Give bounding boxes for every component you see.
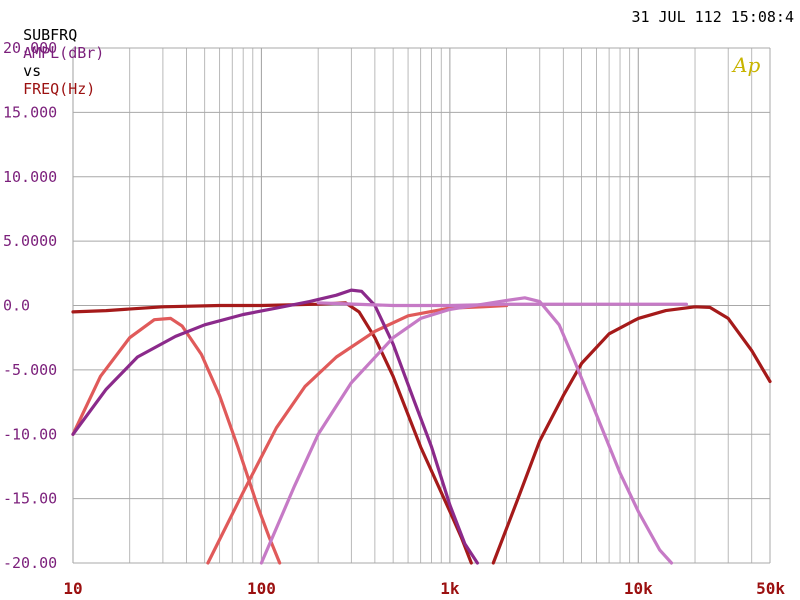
x-tick-label: 10	[63, 579, 82, 598]
y-tick-label: -15.00	[3, 490, 57, 508]
x-tick-labels: 10 100 1k 10k 50k	[63, 579, 785, 598]
series-layer	[71, 288, 772, 565]
series-line-7	[316, 301, 689, 308]
header-prefix: SUBFRQ	[23, 26, 78, 44]
series-line-1	[71, 301, 473, 565]
y-tick-label: -20.00	[3, 554, 57, 572]
y-tick-label: -10.00	[3, 425, 57, 443]
y-tick-labels: 20.000 15.000 10.000 5.0000 0.0 -5.000 -10.00 -…	[3, 39, 57, 572]
series-line-3	[71, 316, 282, 565]
header-x-param: FREQ(Hz)	[23, 80, 96, 98]
y-tick-label: 5.0000	[3, 232, 57, 250]
x-tick-label: 1k	[440, 579, 460, 598]
header-y-param: AMPL(dBr)	[23, 44, 105, 62]
series-line-2	[491, 305, 772, 565]
y-tick-label: 10.000	[3, 168, 57, 186]
header-vs: vs	[23, 62, 42, 80]
chart-header: SUBFRQ AMPL(dBr) vs FREQ(Hz)	[5, 8, 104, 98]
y-tick-label: 15.000	[3, 103, 57, 121]
ap-logo: Ap	[731, 53, 760, 77]
y-tick-label: -5.000	[3, 361, 57, 379]
x-tick-label: 10k	[624, 579, 653, 598]
header-timestamp: 31 JUL 112 15:08:4	[631, 8, 794, 26]
y-tick-label: 20.000	[3, 39, 57, 57]
series-line-5	[71, 288, 479, 565]
series-line-6	[259, 296, 674, 565]
x-tick-label: 50k	[756, 579, 785, 598]
x-tick-label: 100	[247, 579, 276, 598]
y-tick-label: 0.0	[3, 297, 30, 315]
